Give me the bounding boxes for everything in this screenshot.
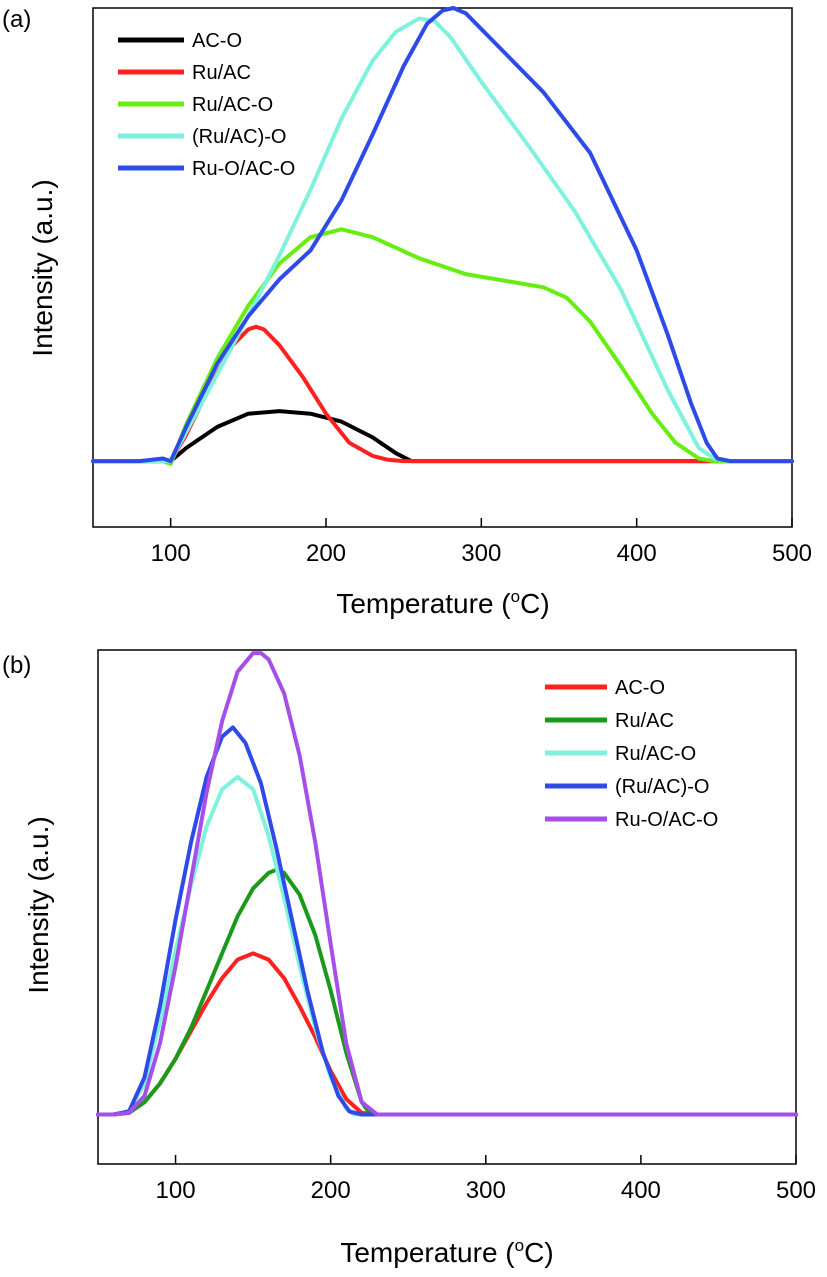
panel-a-x-ticks: 100 200 300 400 500 — [151, 518, 812, 567]
panel-a-legend-label-4: Ru-O/AC-O — [192, 158, 295, 180]
panel-a: (a) 100 200 300 400 500 AC-O Ru/AC Ru/AC-O (Ru/… — [2, 6, 812, 619]
panel-b-x-tick-label-2: 300 — [466, 1177, 506, 1204]
panel-b-x-ticks: 100 200 300 400 500 — [156, 1155, 816, 1204]
panel-b-x-tick-label-4: 500 — [776, 1177, 816, 1204]
panel-b-curves — [96, 651, 798, 1117]
panel-a-legend: AC-O Ru/AC Ru/AC-O (Ru/AC)-O Ru-O/AC-O — [118, 30, 295, 180]
panel-b-series-line-0 — [96, 951, 798, 1117]
panel-a-legend-label-1: Ru/AC — [192, 62, 251, 84]
panel-a-legend-label-3: (Ru/AC)-O — [192, 126, 286, 148]
panel-a-legend-label-0: AC-O — [192, 30, 242, 52]
panel-a-curves — [91, 6, 794, 466]
panel-b-legend-label-2: Ru/AC-O — [615, 743, 696, 765]
panel-a-x-tick-label-1: 200 — [306, 540, 346, 567]
panel-b: (b) 100 200 300 400 500 AC-O Ru/AC Ru/AC-O (Ru/… — [2, 649, 816, 1268]
panel-a-series-line-4 — [91, 6, 794, 464]
panel-a-x-axis-title: Temperature (oC) — [336, 587, 549, 619]
panel-b-series-line-4 — [96, 651, 798, 1117]
panel-b-label: (b) — [2, 652, 31, 679]
panel-b-legend-label-1: Ru/AC — [615, 710, 674, 732]
panel-b-x-tick-label-0: 100 — [156, 1177, 196, 1204]
panel-a-plot-frame — [92, 7, 793, 528]
panel-a-x-tick-label-4: 500 — [772, 540, 812, 567]
panel-b-series-line-3 — [96, 725, 798, 1117]
panel-b-legend: AC-O Ru/AC Ru/AC-O (Ru/AC)-O Ru-O/AC-O — [545, 677, 718, 831]
panel-a-series-line-0 — [91, 409, 794, 464]
panel-a-y-axis-title: Intensity (a.u.) — [27, 179, 58, 356]
panel-b-legend-label-3: (Ru/AC)-O — [615, 776, 709, 798]
panel-b-x-tick-label-3: 400 — [621, 1177, 661, 1204]
panel-a-x-tick-label-0: 100 — [151, 540, 191, 567]
panel-b-x-tick-label-1: 200 — [311, 1177, 351, 1204]
panel-b-x-axis-title: Temperature (oC) — [340, 1236, 553, 1268]
panel-a-label: (a) — [2, 6, 31, 33]
panel-b-y-axis-title: Intensity (a.u.) — [23, 816, 54, 993]
panel-a-x-tick-label-3: 400 — [617, 540, 657, 567]
panel-b-plot-frame — [97, 649, 797, 1165]
panel-a-legend-label-2: Ru/AC-O — [192, 94, 273, 116]
panel-b-legend-label-4: Ru-O/AC-O — [615, 809, 718, 831]
panel-a-x-tick-label-2: 300 — [461, 540, 501, 567]
panel-b-legend-label-0: AC-O — [615, 677, 665, 699]
panel-b-series-line-1 — [96, 867, 798, 1117]
